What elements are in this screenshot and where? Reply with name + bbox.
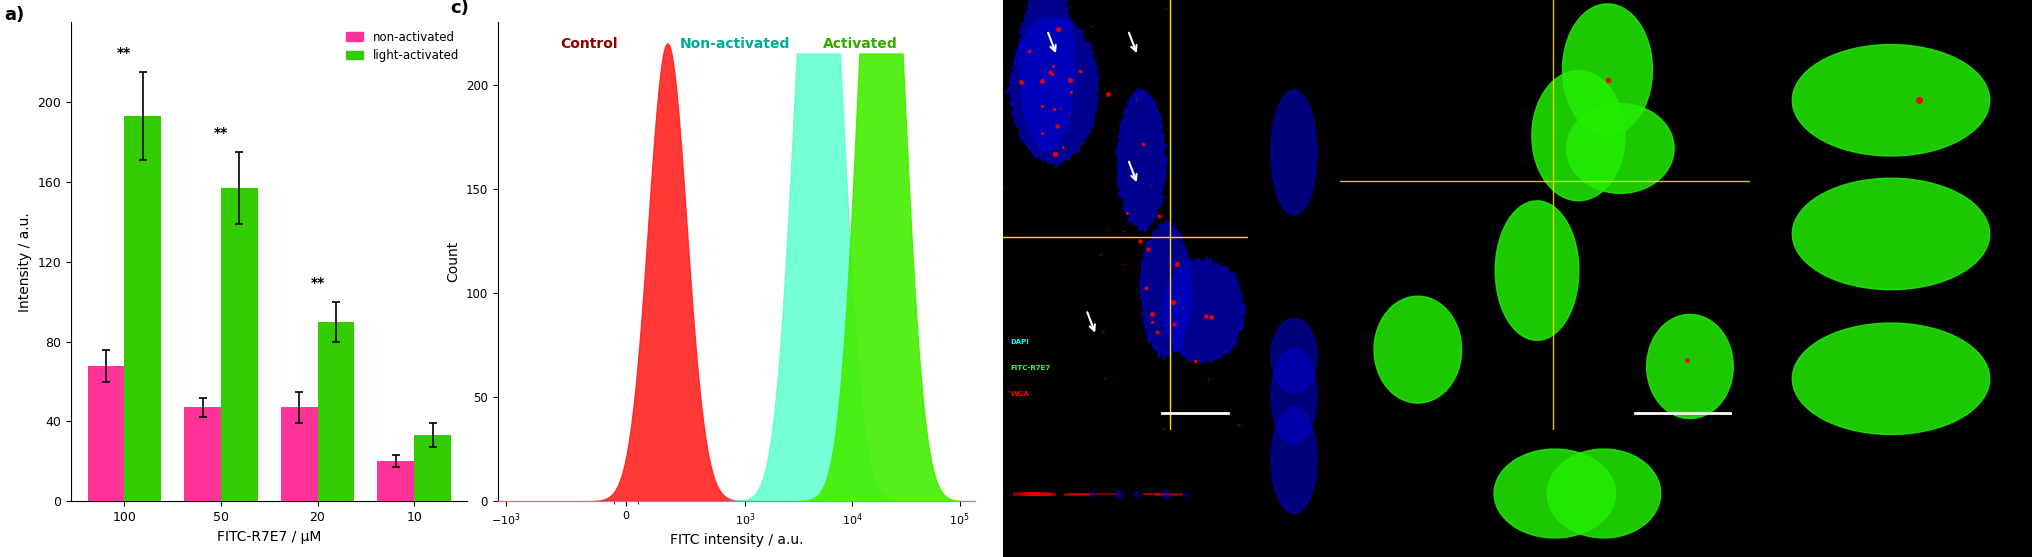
Bar bbox=[415, 436, 451, 501]
Text: **: ** bbox=[213, 126, 228, 140]
Bar bbox=[221, 188, 258, 501]
Polygon shape bbox=[1162, 257, 1246, 364]
Text: Activated: Activated bbox=[823, 37, 898, 51]
Polygon shape bbox=[1792, 323, 1989, 434]
X-axis label: FITC-R7E7 / μM: FITC-R7E7 / μM bbox=[217, 530, 321, 544]
Text: FITC-R7E7: FITC-R7E7 bbox=[1010, 365, 1051, 371]
Text: a): a) bbox=[4, 6, 24, 23]
Polygon shape bbox=[1138, 219, 1193, 360]
Polygon shape bbox=[1494, 449, 1615, 538]
Text: DAPI: DAPI bbox=[1010, 339, 1028, 345]
Polygon shape bbox=[1270, 349, 1317, 444]
Text: h): h) bbox=[1319, 413, 1337, 427]
Text: Non-activated: Non-activated bbox=[679, 37, 790, 51]
X-axis label: FITC intensity / a.u.: FITC intensity / a.u. bbox=[671, 533, 803, 547]
Bar bbox=[317, 321, 354, 501]
Y-axis label: Count: Count bbox=[447, 241, 461, 282]
Text: c): c) bbox=[449, 0, 469, 17]
Bar bbox=[378, 461, 415, 501]
Text: Control: Control bbox=[561, 37, 618, 51]
Polygon shape bbox=[1563, 4, 1652, 135]
Polygon shape bbox=[1546, 449, 1660, 538]
Polygon shape bbox=[1646, 314, 1733, 418]
Polygon shape bbox=[1792, 178, 1989, 290]
Bar bbox=[87, 365, 124, 501]
Polygon shape bbox=[1270, 407, 1317, 514]
Polygon shape bbox=[1532, 71, 1626, 201]
Bar bbox=[124, 116, 161, 501]
Bar bbox=[185, 408, 221, 501]
Y-axis label: Intensity / a.u.: Intensity / a.u. bbox=[18, 212, 33, 312]
Polygon shape bbox=[1270, 90, 1317, 215]
Legend: non-activated, light-activated: non-activated, light-activated bbox=[343, 28, 461, 65]
Polygon shape bbox=[1496, 201, 1579, 340]
Bar bbox=[280, 408, 317, 501]
Text: **: ** bbox=[118, 46, 132, 60]
Polygon shape bbox=[1567, 104, 1674, 193]
Polygon shape bbox=[1116, 89, 1168, 232]
Polygon shape bbox=[1018, 0, 1077, 152]
Polygon shape bbox=[1006, 16, 1099, 168]
Text: **: ** bbox=[311, 276, 325, 290]
Text: WGA: WGA bbox=[1010, 390, 1030, 397]
Polygon shape bbox=[1270, 319, 1317, 393]
Polygon shape bbox=[1792, 45, 1989, 156]
Polygon shape bbox=[1374, 296, 1461, 403]
